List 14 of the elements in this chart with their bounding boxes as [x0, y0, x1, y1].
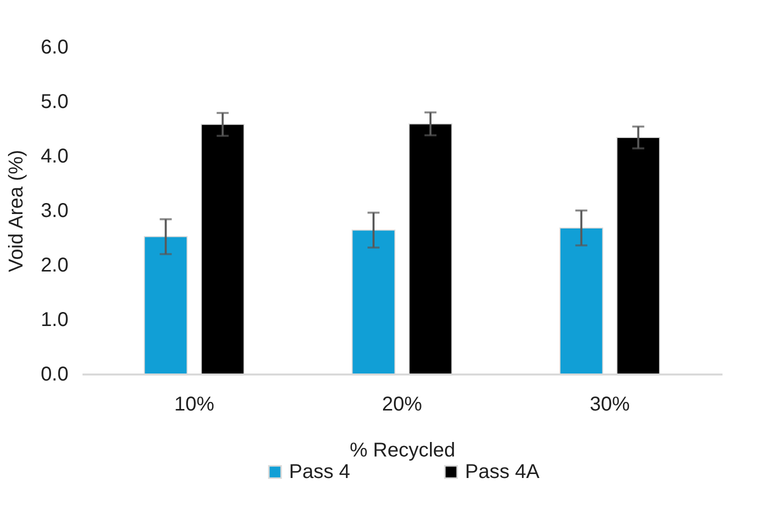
y-axis-title: Void Area (%) [6, 150, 28, 272]
y-tick-label: 1.0 [40, 309, 68, 331]
x-axis-title: % Recycled [350, 440, 456, 462]
y-tick-label: 2.0 [40, 254, 68, 276]
x-tick-label: 20% [382, 394, 422, 416]
y-tick-label: 0.0 [40, 364, 68, 386]
y-tick-label: 5.0 [40, 91, 68, 113]
legend-label: Pass 4 [289, 461, 350, 483]
y-tick-label: 4.0 [40, 146, 68, 168]
x-tick-label: 30% [590, 394, 630, 416]
y-tick-label: 3.0 [40, 200, 68, 222]
x-tick-label: 10% [174, 394, 214, 416]
y-tick-label: 6.0 [40, 36, 68, 58]
legend-label: Pass 4A [465, 461, 540, 483]
